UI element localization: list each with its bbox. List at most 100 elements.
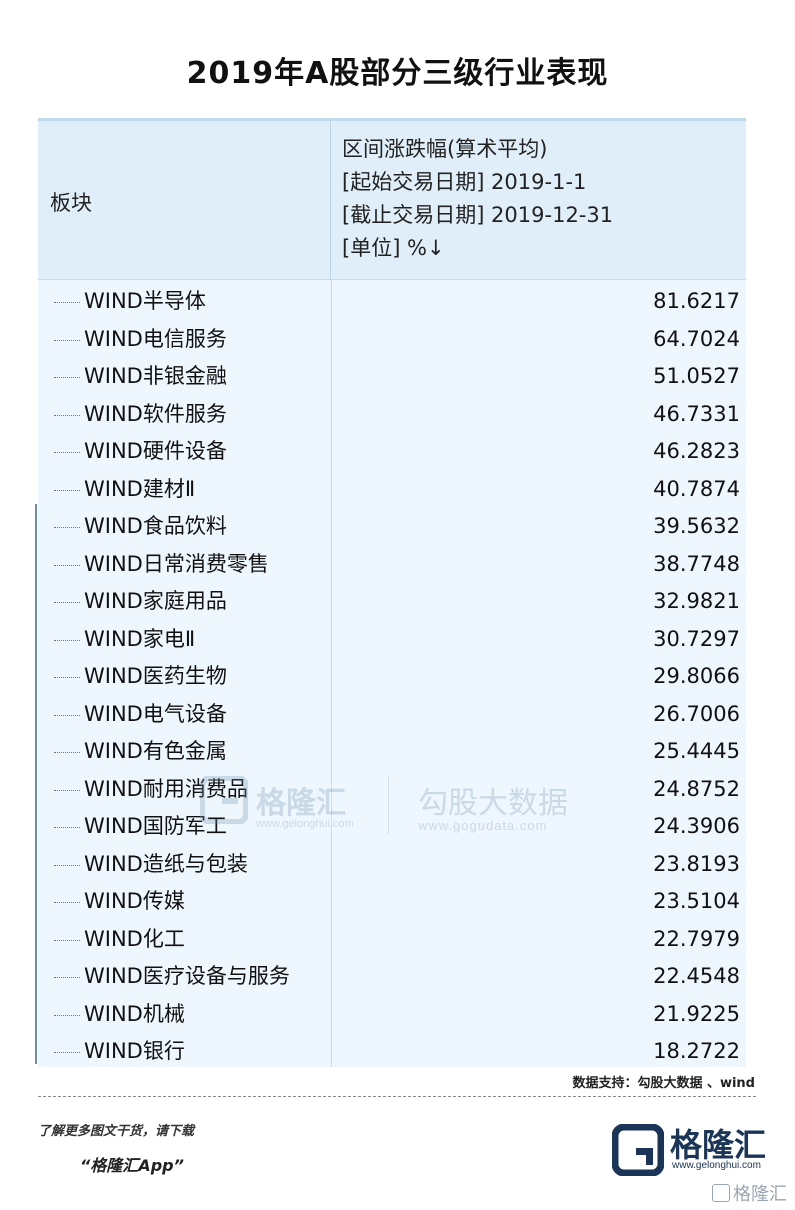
table-row[interactable]: WIND国防军工 24.3906 bbox=[38, 808, 746, 846]
tree-connector bbox=[54, 602, 80, 603]
tree-connector bbox=[54, 377, 80, 378]
header-board-cell: 板块 bbox=[38, 121, 331, 279]
promo-line-2: “格隆汇App” bbox=[80, 1156, 184, 1175]
table-row[interactable]: WIND半导体 81.6217 bbox=[38, 283, 746, 321]
row-change-value: 26.7006 bbox=[653, 701, 740, 726]
table-row[interactable]: WIND有色金属 25.4445 bbox=[38, 733, 746, 771]
row-industry-name: WIND造纸与包装 bbox=[84, 851, 248, 876]
tree-connector bbox=[54, 1014, 80, 1016]
header-start-date: [起始交易日期] 2019-1-1 bbox=[342, 170, 587, 194]
table-row[interactable]: WIND耐用消费品 24.8752 bbox=[38, 771, 746, 809]
header-metric-line: 区间涨跌幅(算术平均) bbox=[342, 137, 548, 161]
row-change-value: 21.9225 bbox=[653, 1001, 740, 1026]
table-row[interactable]: WIND造纸与包装 23.8193 bbox=[38, 846, 746, 884]
table-row[interactable]: WIND硬件设备 46.2823 bbox=[38, 433, 746, 471]
row-industry-name: WIND家庭用品 bbox=[84, 589, 227, 613]
column-divider bbox=[331, 279, 332, 1067]
row-change-value: 64.7024 bbox=[653, 326, 740, 351]
brand-url: www.gelonghui.com bbox=[672, 1160, 761, 1171]
row-change-value: 22.7979 bbox=[653, 926, 740, 951]
row-industry-name: WIND建材Ⅱ bbox=[84, 476, 196, 501]
header-end-date: [截止交易日期] 2019-12-31 bbox=[342, 203, 614, 227]
page-title: 2019年A股部分三级行业表现 bbox=[186, 56, 609, 91]
table-row[interactable]: WIND家庭用品 32.9821 bbox=[38, 583, 746, 621]
row-change-value: 51.0527 bbox=[653, 364, 740, 388]
tree-connector bbox=[54, 789, 80, 791]
table-row[interactable]: WIND非银金融 51.0527 bbox=[38, 358, 746, 396]
table-row[interactable]: WIND日常消费零售 38.7748 bbox=[38, 546, 746, 584]
tree-connector bbox=[54, 639, 80, 641]
row-change-value: 46.7331 bbox=[653, 401, 740, 426]
row-industry-name: WIND家电Ⅱ bbox=[84, 626, 196, 651]
tree-connector bbox=[54, 1052, 80, 1053]
row-industry-name: WIND传媒 bbox=[84, 889, 185, 913]
table-row[interactable]: WIND电气设备 26.7006 bbox=[38, 696, 746, 734]
tree-connector bbox=[54, 902, 80, 903]
tree-connector bbox=[54, 489, 80, 491]
row-industry-name: WIND硬件设备 bbox=[84, 439, 227, 463]
row-change-value: 46.2823 bbox=[653, 439, 740, 463]
promo-line-1: 了解更多图文干货，请下载 bbox=[38, 1124, 195, 1139]
table-row[interactable]: WIND传媒 23.5104 bbox=[38, 883, 746, 921]
table-row[interactable]: WIND电信服务 64.7024 bbox=[38, 321, 746, 359]
data-source-note: 数据支持：勾股大数据 、wind bbox=[572, 1076, 755, 1091]
row-industry-name: WIND日常消费零售 bbox=[84, 551, 269, 576]
row-change-value: 24.8752 bbox=[653, 776, 740, 801]
brand-logo-icon bbox=[612, 1124, 664, 1176]
row-change-value: 24.3906 bbox=[653, 814, 740, 838]
row-industry-name: WIND非银金融 bbox=[84, 364, 227, 388]
table-row[interactable]: WIND医疗设备与服务 22.4548 bbox=[38, 958, 746, 996]
table-row[interactable]: WIND医药生物 29.8066 bbox=[38, 658, 746, 696]
row-industry-name: WIND国防军工 bbox=[84, 814, 227, 838]
footer-divider bbox=[38, 1096, 756, 1097]
row-change-value: 32.9821 bbox=[653, 589, 740, 613]
corner-watermark-text: 格隆汇 bbox=[733, 1184, 787, 1205]
table-row[interactable]: WIND软件服务 46.7331 bbox=[38, 396, 746, 434]
table-row[interactable]: WIND建材Ⅱ 40.7874 bbox=[38, 471, 746, 509]
row-change-value: 18.2722 bbox=[653, 1039, 740, 1063]
tree-connector bbox=[54, 977, 80, 978]
row-industry-name: WIND电气设备 bbox=[84, 701, 227, 726]
table-row[interactable]: WIND家电Ⅱ 30.7297 bbox=[38, 621, 746, 659]
tree-connector bbox=[54, 827, 80, 828]
tree-connector bbox=[54, 939, 80, 941]
row-industry-name: WIND化工 bbox=[84, 926, 185, 951]
row-change-value: 40.7874 bbox=[653, 476, 740, 501]
tree-connector bbox=[54, 302, 80, 303]
row-industry-name: WIND耐用消费品 bbox=[84, 776, 248, 801]
tree-guide-line bbox=[35, 504, 37, 1064]
row-industry-name: WIND半导体 bbox=[84, 289, 206, 313]
tree-connector bbox=[54, 414, 80, 416]
row-change-value: 81.6217 bbox=[653, 289, 740, 313]
table-row[interactable]: WIND银行 18.2722 bbox=[38, 1033, 746, 1071]
table-row[interactable]: WIND机械 21.9225 bbox=[38, 996, 746, 1034]
row-industry-name: WIND软件服务 bbox=[84, 401, 227, 426]
corner-watermark: 格隆汇 bbox=[712, 1180, 787, 1206]
row-change-value: 23.8193 bbox=[653, 851, 740, 876]
row-industry-name: WIND医疗设备与服务 bbox=[84, 964, 290, 988]
tree-connector bbox=[54, 564, 80, 566]
row-change-value: 22.4548 bbox=[653, 964, 740, 988]
tree-connector bbox=[54, 527, 80, 528]
corner-logo-icon bbox=[712, 1184, 730, 1202]
row-change-value: 25.4445 bbox=[653, 739, 740, 763]
table-row[interactable]: WIND食品饮料 39.5632 bbox=[38, 508, 746, 546]
row-industry-name: WIND机械 bbox=[84, 1001, 185, 1026]
tree-connector bbox=[54, 752, 80, 753]
tree-connector bbox=[54, 714, 80, 716]
tree-connector bbox=[54, 452, 80, 453]
row-industry-name: WIND银行 bbox=[84, 1039, 185, 1063]
tree-connector bbox=[54, 677, 80, 678]
industry-table: 板块 区间涨跌幅(算术平均) [起始交易日期] 2019-1-1 [截止交易日期… bbox=[38, 118, 746, 1067]
row-change-value: 38.7748 bbox=[653, 551, 740, 576]
table-header: 板块 区间涨跌幅(算术平均) [起始交易日期] 2019-1-1 [截止交易日期… bbox=[38, 121, 746, 280]
header-metric-cell[interactable]: 区间涨跌幅(算术平均) [起始交易日期] 2019-1-1 [截止交易日期] 2… bbox=[342, 133, 613, 265]
tree-connector bbox=[54, 339, 80, 341]
header-board-label: 板块 bbox=[50, 191, 92, 215]
table-body: WIND半导体 81.6217 WIND电信服务 64.7024 WIND非银金融 51.… bbox=[38, 283, 746, 1071]
header-unit-sort: [单位] %↓ bbox=[342, 236, 445, 260]
row-industry-name: WIND医药生物 bbox=[84, 664, 227, 688]
row-change-value: 30.7297 bbox=[653, 626, 740, 651]
row-change-value: 29.8066 bbox=[653, 664, 740, 688]
table-row[interactable]: WIND化工 22.7979 bbox=[38, 921, 746, 959]
